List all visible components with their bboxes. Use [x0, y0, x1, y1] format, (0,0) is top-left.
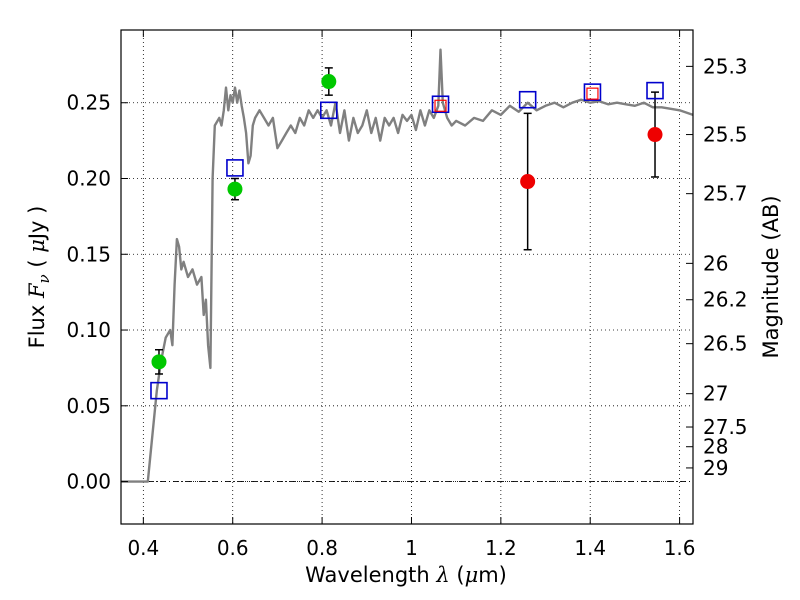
mag-tick-label: 25.7	[703, 182, 748, 206]
mag-tick-label: 25.5	[703, 123, 748, 147]
y-tick-label: 0.15	[66, 242, 111, 266]
mag-tick-label: 29	[703, 456, 728, 480]
model-photometry-point	[583, 83, 602, 101]
x-tick-label: 0.8	[306, 536, 338, 560]
observed-point	[321, 74, 337, 90]
mag-tick-label: 27	[703, 382, 728, 406]
x-tick-label: 0.4	[127, 536, 159, 560]
mag-tick-label: 26.2	[703, 288, 748, 312]
y-tick-label: 0.25	[66, 91, 111, 115]
upper-limit-point	[586, 87, 599, 100]
spectrum-line	[121, 48, 694, 483]
observed-point	[151, 354, 167, 370]
model-photometry-point	[319, 101, 338, 120]
model-photometry-point	[431, 95, 450, 114]
y-tick-label: 0.20	[66, 167, 111, 191]
mag-tick-label: 26	[703, 251, 728, 275]
upper-limit-point	[434, 99, 447, 112]
mag-tick-label: 27.5	[703, 415, 748, 439]
x-tick-label: 1.6	[664, 536, 696, 560]
observed-point	[227, 181, 243, 197]
x-tick-label: 1.2	[485, 536, 517, 560]
mag-tick-label: 25.3	[703, 54, 748, 78]
markers	[150, 74, 664, 400]
ticks: 0.4 0.6 0.8 1 1.2 1.4 1.6 0.00 0.05 0.10 0.15 0.20 0…	[66, 30, 748, 560]
mag-tick-label: 28	[703, 435, 728, 459]
x-tick-label: 1.4	[574, 536, 606, 560]
grid	[121, 30, 693, 524]
x-tick-label: 1	[405, 536, 418, 560]
y-axis-label-right: Magnitude (AB)	[759, 195, 783, 358]
model-photometry-point	[518, 90, 537, 109]
plot-frame	[120, 29, 694, 525]
model-photometry-point	[226, 159, 244, 177]
mag-tick-label: 26.5	[703, 332, 748, 356]
y-tick-label: 0.10	[66, 318, 111, 342]
x-axis-label: Wavelength λ (μm)	[305, 563, 507, 587]
error-bars	[154, 67, 660, 375]
observed-point	[520, 174, 536, 190]
model-photometry-point	[150, 381, 168, 400]
x-tick-label: 0.6	[217, 536, 249, 560]
y-axis-label: Flux Fν ( μJy )	[25, 206, 53, 349]
model-photometry-point	[646, 81, 664, 100]
observed-point	[647, 127, 663, 143]
spectrum	[121, 48, 694, 483]
y-tick-label: 0.00	[66, 470, 111, 494]
y-tick-label: 0.05	[66, 394, 111, 418]
